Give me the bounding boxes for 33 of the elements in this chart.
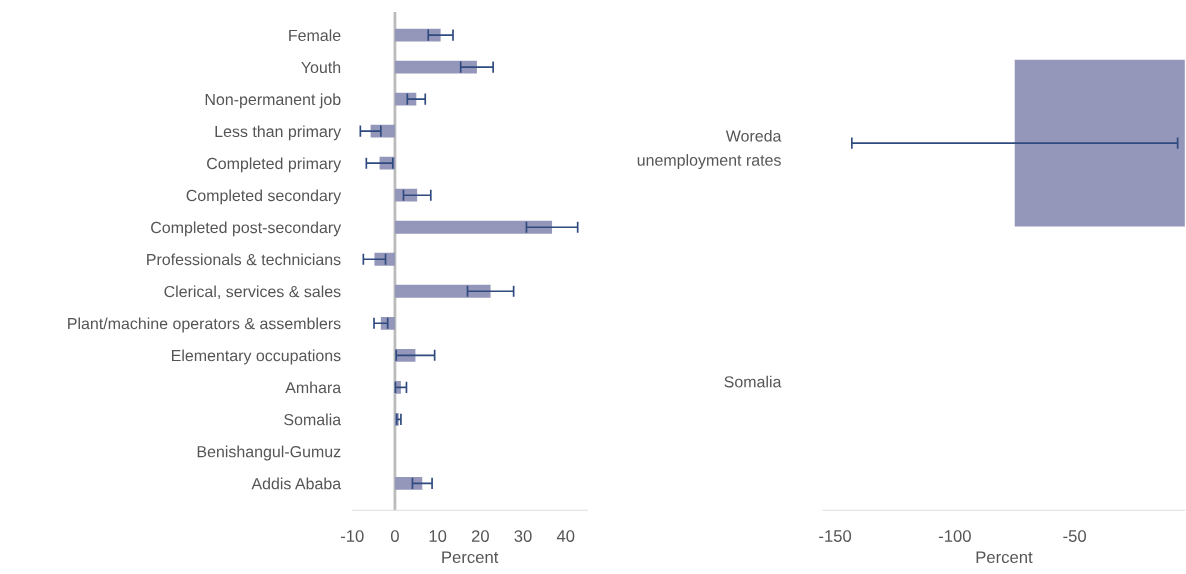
y-tick-label: Youth <box>301 61 341 74</box>
y-tick-label: Woreda unemployment rates <box>637 129 782 169</box>
y-tick-label: Elementary occupations <box>171 349 341 365</box>
bar <box>394 476 423 490</box>
x-tick-label: -50 <box>1063 530 1087 542</box>
y-tick-label: Benishangul-Gumuz <box>197 445 341 461</box>
y-tick-label: Completed post-secondary <box>151 221 342 237</box>
x-tick-label: -10 <box>340 530 364 542</box>
bar <box>394 60 477 74</box>
y-tick-label: Less than primary <box>215 125 342 141</box>
y-tick-label: Addis Ababa <box>251 477 342 490</box>
y-tick-label: Somalia <box>284 413 342 426</box>
y-tick-label: Clerical, services & sales <box>164 285 341 300</box>
y-tick-label: Somalia <box>724 375 782 388</box>
x-tick-label: 30 <box>514 530 532 542</box>
x-axis-title: Percent <box>976 551 1033 564</box>
x-axis-title: Percent <box>442 551 499 564</box>
x-tick-label: -100 <box>938 530 971 542</box>
x-tick-label: -150 <box>819 530 852 542</box>
y-tick-label: Female <box>289 29 341 42</box>
x-tick-label: 20 <box>471 530 489 542</box>
bar <box>394 220 553 234</box>
x-tick-label: 10 <box>429 530 447 542</box>
y-tick-label: Plant/machine operators & assemblers <box>68 317 341 333</box>
y-tick-label: Completed primary <box>207 157 342 173</box>
x-tick-label: 40 <box>556 530 575 542</box>
x-tick-label: 0 <box>390 530 399 542</box>
y-tick-label: Amhara <box>285 381 342 394</box>
bar <box>394 284 491 298</box>
y-tick-label: Non-permanent job <box>205 93 341 109</box>
bar <box>394 28 441 42</box>
y-tick-label: Professionals & technicians <box>147 253 341 266</box>
y-tick-label: Completed secondary <box>186 189 342 205</box>
